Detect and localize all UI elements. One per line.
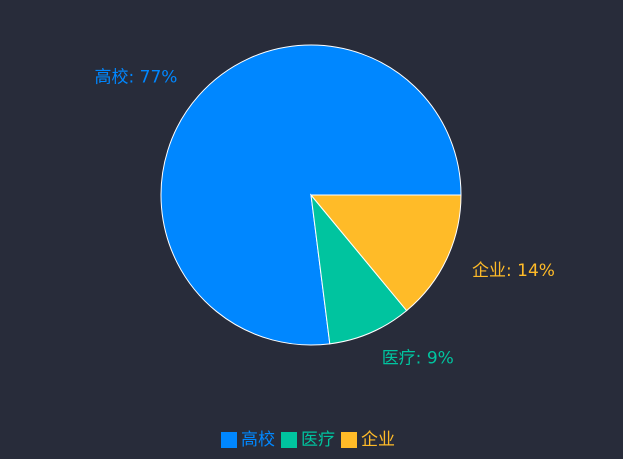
pie-slice xyxy=(309,194,462,312)
legend-label: 医疗 xyxy=(301,430,335,450)
legend-swatch xyxy=(281,432,297,448)
legend-swatch xyxy=(341,432,357,448)
pie-slice xyxy=(310,193,408,345)
data-label: 企业: 14% xyxy=(472,261,555,281)
data-label: 高校: 77% xyxy=(95,67,178,87)
legend-label: 高校 xyxy=(241,430,275,450)
pie-slice xyxy=(160,44,462,346)
data-label: 医疗: 9% xyxy=(382,348,454,368)
legend-label: 企业 xyxy=(361,430,395,450)
legend-swatch xyxy=(221,432,237,448)
